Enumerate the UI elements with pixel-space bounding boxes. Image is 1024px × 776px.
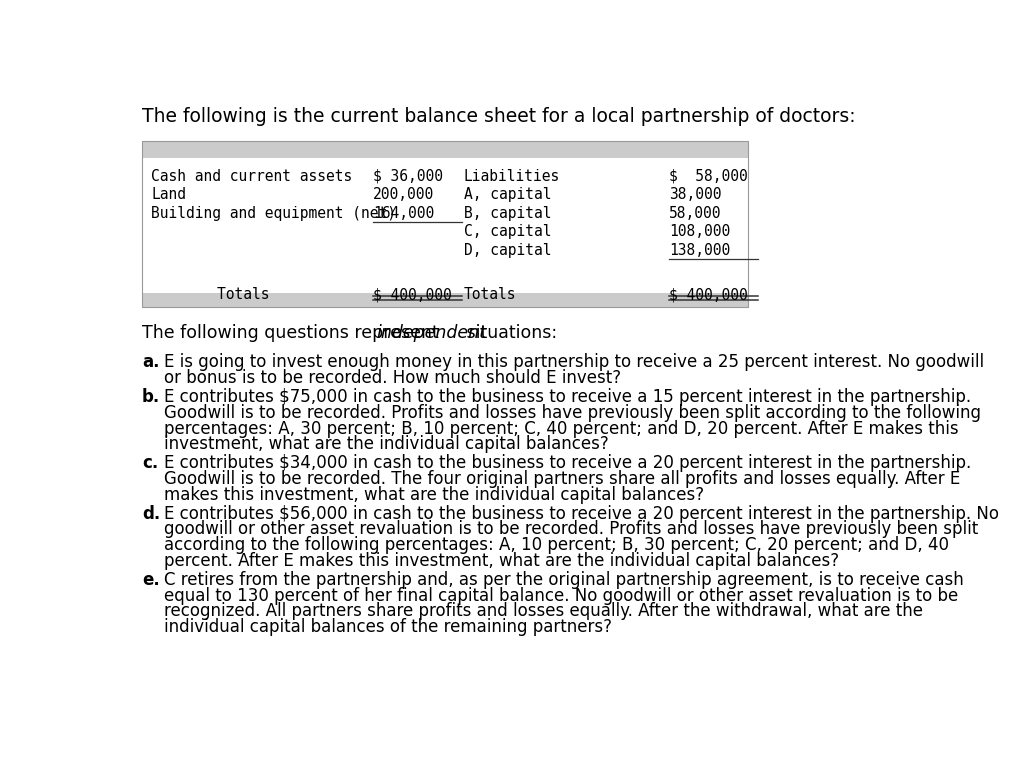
Bar — [142, 293, 748, 307]
Text: 200,000: 200,000 — [373, 187, 434, 202]
Text: $ 400,000: $ 400,000 — [669, 287, 748, 302]
Text: independent: independent — [376, 324, 486, 342]
Text: Goodwill is to be recorded. Profits and losses have previously been split accord: Goodwill is to be recorded. Profits and … — [164, 404, 981, 422]
Text: Cash and current assets: Cash and current assets — [152, 168, 352, 184]
Bar — [142, 158, 748, 293]
Text: E contributes $56,000 in cash to the business to receive a 20 percent interest i: E contributes $56,000 in cash to the bus… — [164, 504, 998, 523]
Text: c.: c. — [142, 454, 158, 473]
Text: situations:: situations: — [462, 324, 558, 342]
Text: $ 36,000: $ 36,000 — [373, 168, 443, 184]
Text: makes this investment, what are the individual capital balances?: makes this investment, what are the indi… — [164, 486, 703, 504]
Bar — [142, 141, 748, 307]
Text: 38,000: 38,000 — [669, 187, 722, 202]
Text: Goodwill is to be recorded. The four original partners share all profits and los: Goodwill is to be recorded. The four ori… — [164, 470, 959, 488]
Text: C retires from the partnership and, as per the original partnership agreement, i: C retires from the partnership and, as p… — [164, 571, 964, 589]
Text: individual capital balances of the remaining partners?: individual capital balances of the remai… — [164, 618, 611, 636]
Text: 108,000: 108,000 — [669, 224, 730, 239]
Text: e.: e. — [142, 571, 160, 589]
Text: E is going to invest enough money in this partnership to receive a 25 percent in: E is going to invest enough money in thi… — [164, 353, 984, 372]
Text: E contributes $34,000 in cash to the business to receive a 20 percent interest i: E contributes $34,000 in cash to the bus… — [164, 454, 971, 473]
Text: The following is the current balance sheet for a local partnership of doctors:: The following is the current balance she… — [142, 107, 856, 126]
Text: b.: b. — [142, 388, 160, 406]
Text: d.: d. — [142, 504, 160, 523]
Text: recognized. All partners share profits and losses equally. After the withdrawal,: recognized. All partners share profits a… — [164, 602, 923, 621]
Text: D, capital: D, capital — [464, 243, 551, 258]
Text: A, capital: A, capital — [464, 187, 551, 202]
Text: equal to 130 percent of her final capital balance. No goodwill or other asset re: equal to 130 percent of her final capita… — [164, 587, 957, 605]
Text: 138,000: 138,000 — [669, 243, 730, 258]
Text: E contributes $75,000 in cash to the business to receive a 15 percent interest i: E contributes $75,000 in cash to the bus… — [164, 388, 971, 406]
Text: according to the following percentages: A, 10 percent; B, 30 percent; C, 20 perc: according to the following percentages: … — [164, 536, 948, 554]
Text: or bonus is to be recorded. How much should E invest?: or bonus is to be recorded. How much sho… — [164, 369, 621, 387]
Text: $  58,000: $ 58,000 — [669, 168, 748, 184]
Text: percentages: A, 30 percent; B, 10 percent; C, 40 percent; and D, 20 percent. Aft: percentages: A, 30 percent; B, 10 percen… — [164, 420, 958, 438]
Text: Totals: Totals — [464, 287, 516, 302]
Text: 164,000: 164,000 — [373, 206, 434, 220]
Text: Land: Land — [152, 187, 186, 202]
Text: $ 400,000: $ 400,000 — [373, 287, 452, 302]
Text: B, capital: B, capital — [464, 206, 551, 220]
Text: Building and equipment (net): Building and equipment (net) — [152, 206, 396, 220]
Text: Totals: Totals — [182, 287, 269, 302]
Text: C, capital: C, capital — [464, 224, 551, 239]
Text: percent. After E makes this investment, what are the individual capital balances: percent. After E makes this investment, … — [164, 552, 839, 570]
Text: The following questions represent: The following questions represent — [142, 324, 444, 342]
Text: goodwill or other asset revaluation is to be recorded. Profits and losses have p: goodwill or other asset revaluation is t… — [164, 521, 978, 539]
Text: Liabilities: Liabilities — [464, 168, 560, 184]
Bar — [142, 141, 748, 158]
Text: a.: a. — [142, 353, 160, 372]
Text: investment, what are the individual capital balances?: investment, what are the individual capi… — [164, 435, 608, 453]
Text: 58,000: 58,000 — [669, 206, 722, 220]
